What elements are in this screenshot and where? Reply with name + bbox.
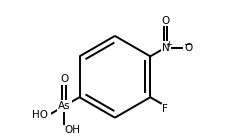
Text: O: O bbox=[185, 43, 193, 52]
Text: N: N bbox=[162, 43, 169, 52]
Text: HO: HO bbox=[32, 110, 48, 120]
Text: O: O bbox=[162, 16, 170, 26]
Text: As: As bbox=[58, 101, 70, 111]
Text: +: + bbox=[166, 40, 173, 49]
Text: O: O bbox=[60, 74, 68, 84]
Text: F: F bbox=[162, 104, 168, 114]
Text: −: − bbox=[184, 40, 192, 50]
Text: OH: OH bbox=[65, 125, 81, 135]
